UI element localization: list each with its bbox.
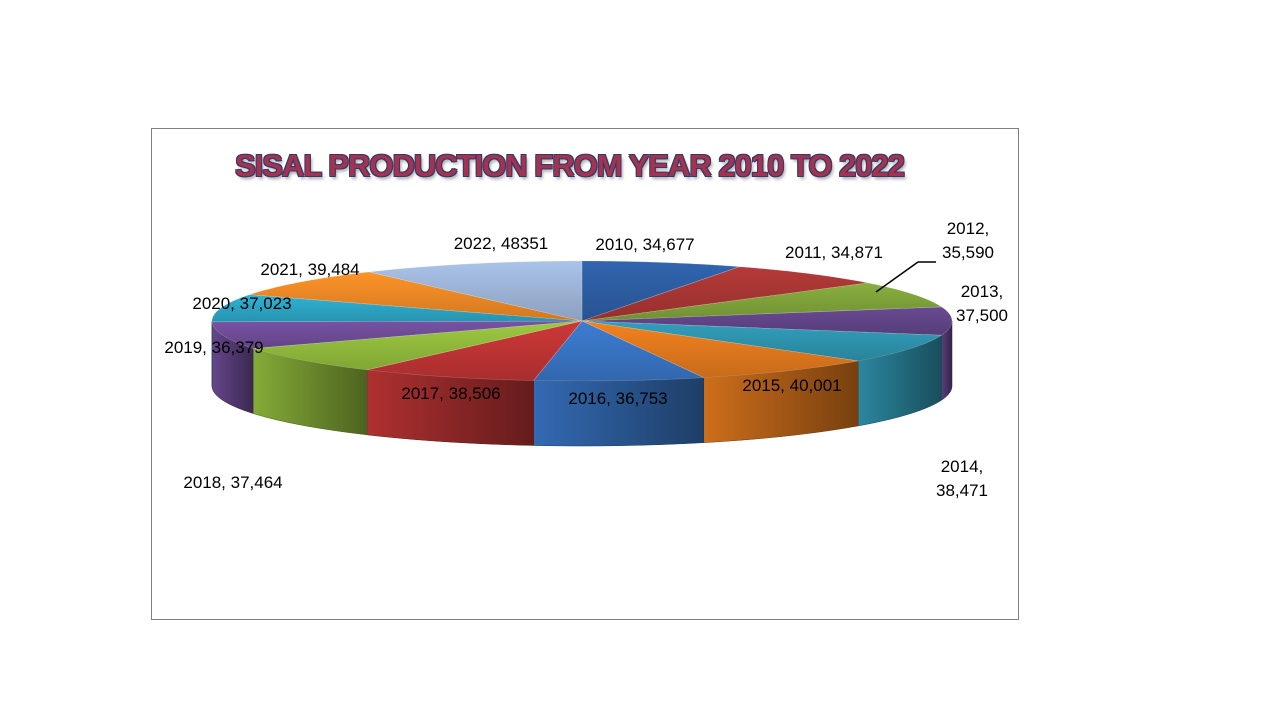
pie-slice-2019 [211,320,583,349]
pie-side-2016 [533,377,705,447]
data-label-2019: 2019, 36,379 [164,338,263,357]
pie-slice-2021 [249,271,583,322]
data-label-2015: 2015, 40,001 [742,376,841,395]
pie-slice-2017 [367,320,583,381]
data-label-2018: 2018, 37,464 [183,473,282,492]
data-label-2012: 2012, 35,590 [942,219,994,262]
pie-labels: 2010, 34,677 2011, 34,871 2012, 35,590 2013,… [164,219,1008,500]
leader-line-2012 [875,261,936,293]
pie-slice-2015 [581,320,859,378]
pie-side-2017 [366,369,534,446]
pie-slice-2020 [211,294,583,323]
pie-leader-lines [875,261,936,293]
pie-slice-2010 [581,260,740,322]
chart-title: SISAL PRODUCTION FROM YEAR 2010 TO 2022 [234,148,905,183]
pie-slice-2012 [581,282,943,322]
data-label-2011: 2011, 34,871 [785,243,883,262]
data-label-2021: 2021, 39,484 [260,260,359,279]
data-label-2022: 2022, 48351 [454,234,549,253]
pie-sides [211,320,953,447]
pie-slice-2014 [581,320,943,362]
data-label-2010: 2010, 34,677 [595,235,694,254]
data-label-2017: 2017, 38,506 [401,384,500,403]
pie-slice-2018 [252,320,583,371]
pie-slice-2022 [368,260,583,322]
data-label-2013: 2013, 37,500 [956,282,1008,325]
data-label-2016: 2016, 36,753 [568,389,667,408]
pie-top [211,260,953,382]
data-label-2014: 2014, 38,471 [936,457,988,500]
pie-slice-2016 [533,320,704,382]
pie-slice-2011 [581,266,868,322]
pie-slice-2013 [581,306,953,336]
data-label-2020: 2020, 37,023 [192,294,291,313]
